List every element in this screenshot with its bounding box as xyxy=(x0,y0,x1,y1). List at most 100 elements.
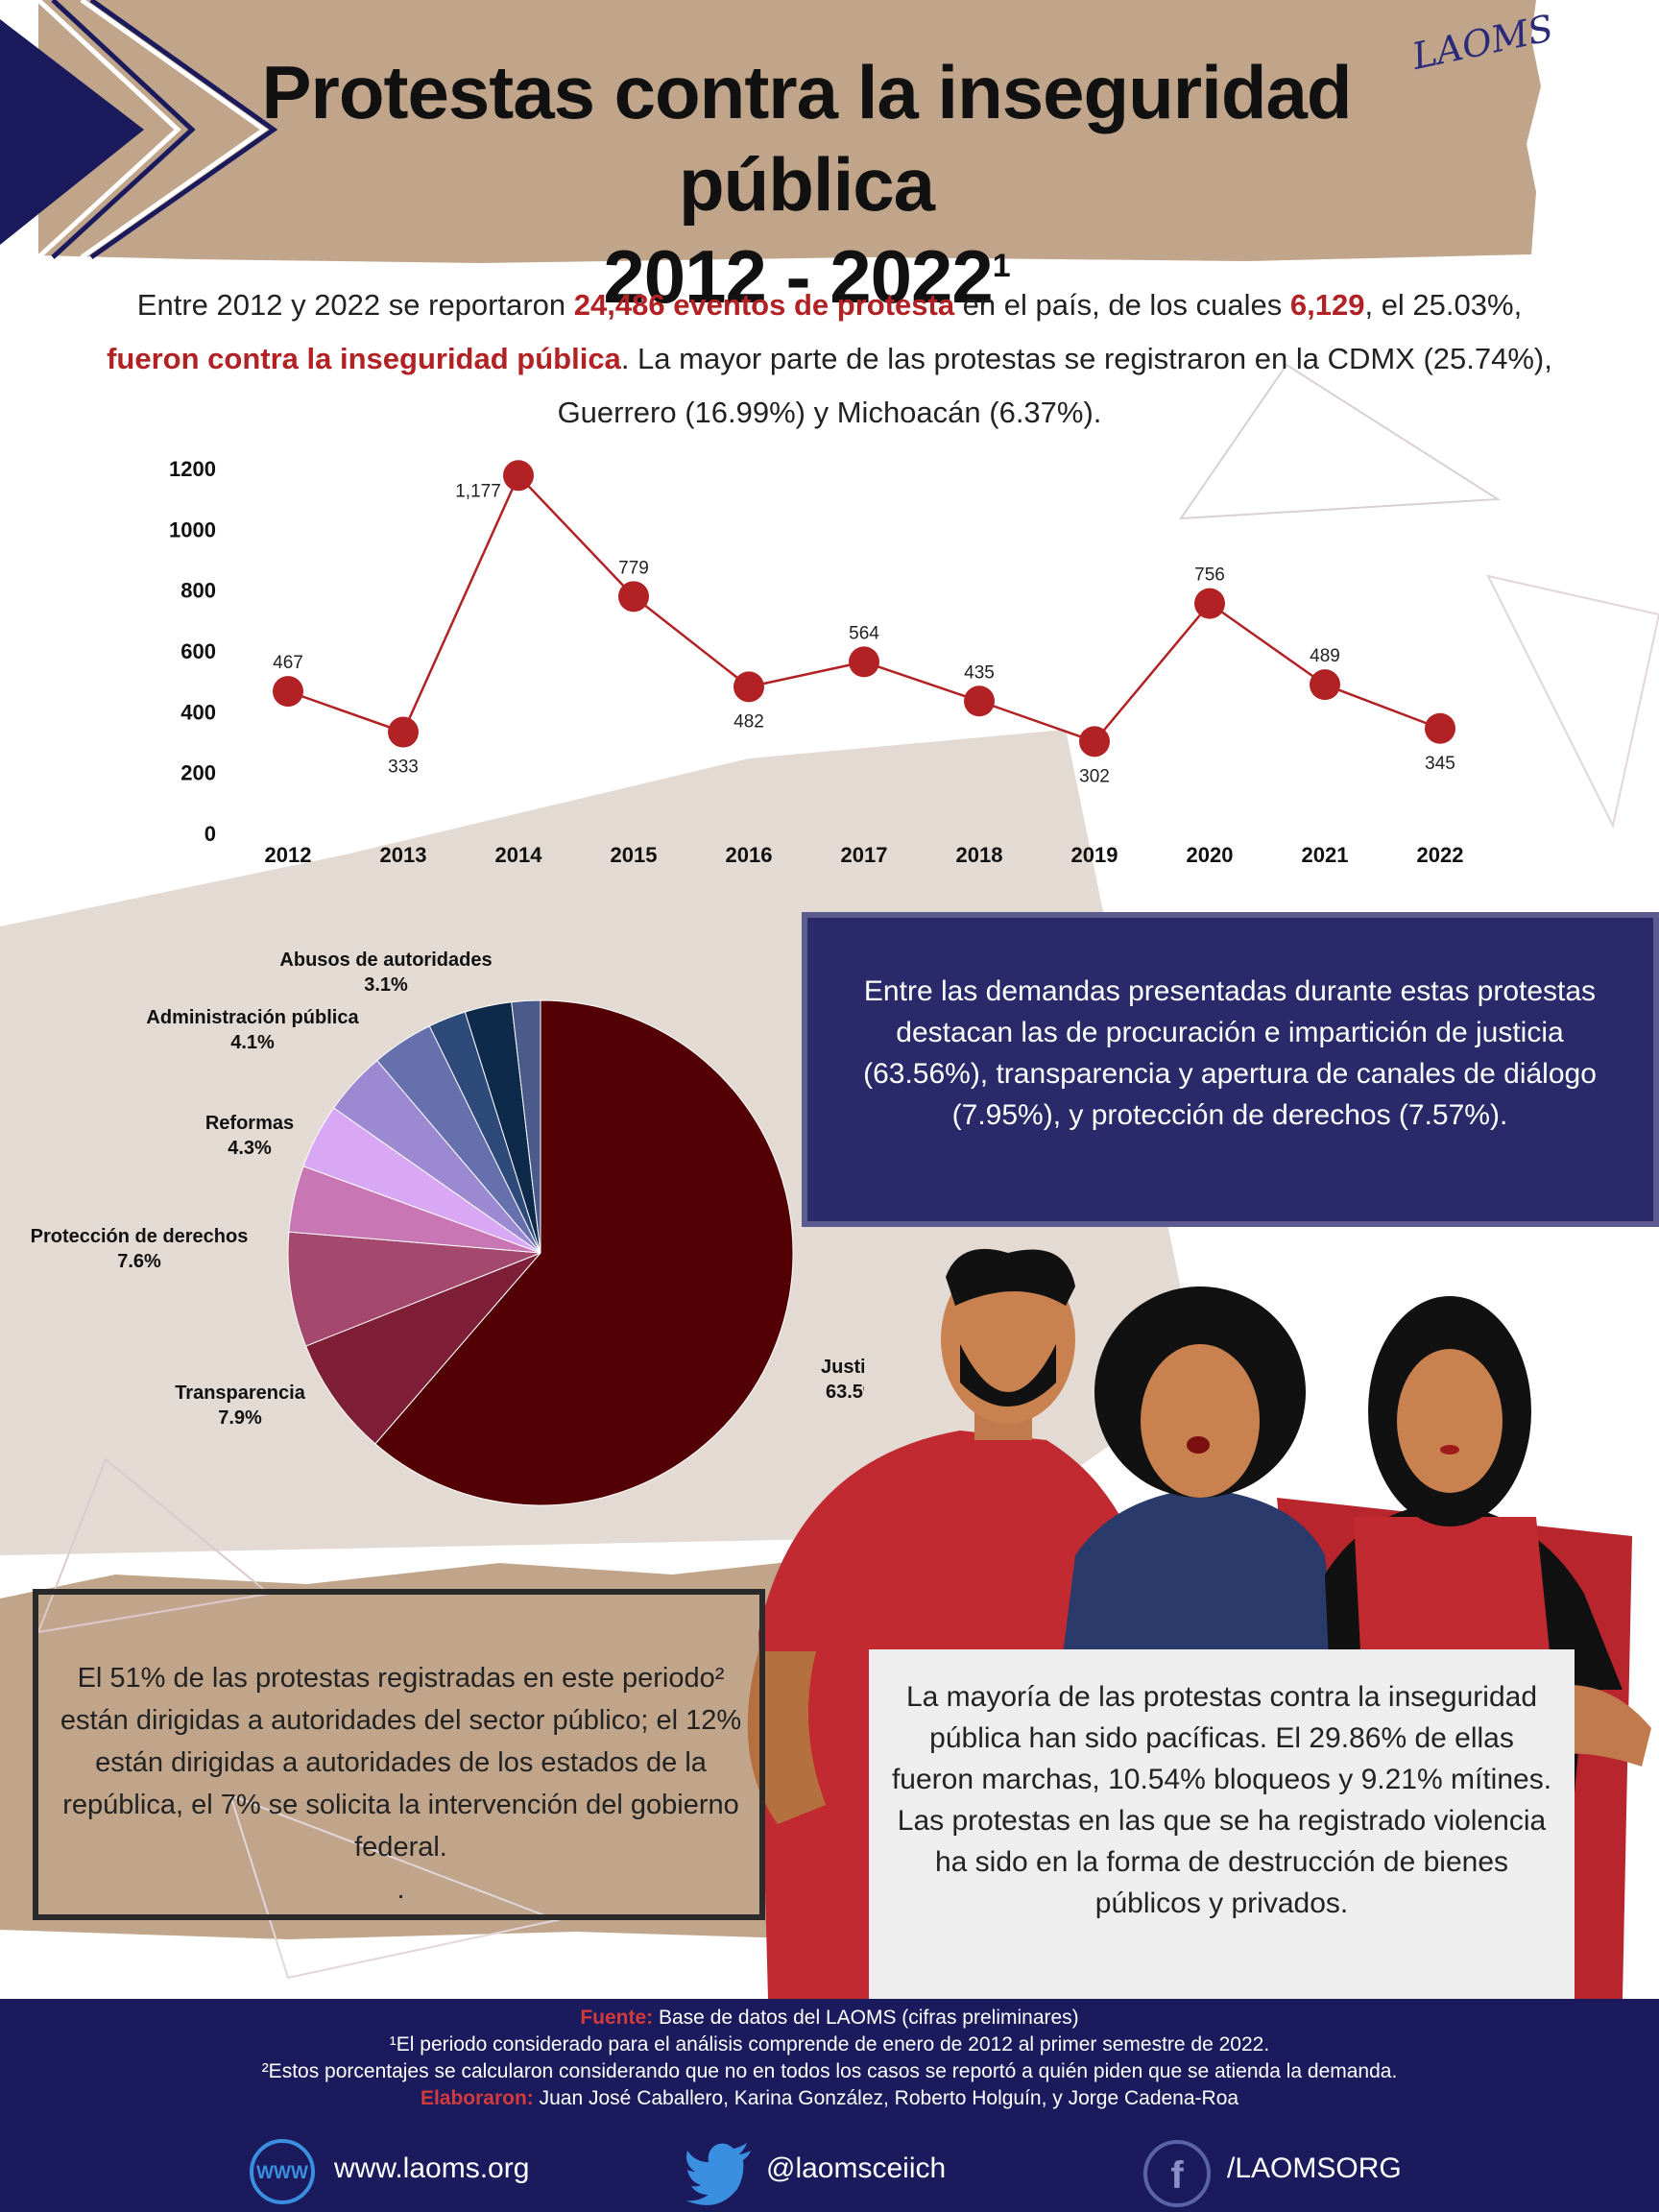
data-point xyxy=(388,716,419,748)
y-tick-label: 200 xyxy=(180,761,216,785)
title-years: 2012 - 2022 xyxy=(603,234,993,319)
data-label: 779 xyxy=(618,558,649,578)
slice-percent: 63.5% xyxy=(826,1382,864,1403)
data-point xyxy=(503,460,534,492)
data-point xyxy=(733,671,764,703)
website-link[interactable]: www.laoms.org xyxy=(334,2152,530,2184)
slice-label: Justicia xyxy=(821,1357,864,1378)
slice-label: Transparencia xyxy=(175,1382,306,1404)
protest-types-box: La mayoría de las protestas contra la in… xyxy=(869,1649,1575,2005)
footer: Fuente: Base de datos del LAOMS (cifras … xyxy=(0,1999,1659,2212)
data-label: 564 xyxy=(849,623,879,643)
torn-paper-top xyxy=(38,0,1541,263)
data-point xyxy=(1425,712,1455,744)
data-label: 489 xyxy=(1310,646,1340,666)
y-tick-label: 1200 xyxy=(169,457,216,481)
x-tick-label: 2020 xyxy=(1187,843,1234,867)
data-point xyxy=(1194,588,1225,619)
x-tick-label: 2019 xyxy=(1071,843,1118,867)
x-tick-label: 2015 xyxy=(611,843,658,867)
intro-paragraph: Entre 2012 y 2022 se reportaron 24,486 e… xyxy=(96,278,1563,440)
y-tick-label: 0 xyxy=(204,822,216,846)
slice-percent: 7.6% xyxy=(117,1251,161,1272)
footer-note-2: ²Estos porcentajes se calcularon conside… xyxy=(261,2060,1398,2082)
twitter-handle[interactable]: @laomsceiich xyxy=(766,2152,947,2184)
source-text: Base de datos del LAOMS (cifras prelimin… xyxy=(653,2007,1079,2029)
footer-source: Fuente: Base de datos del LAOMS (cifras … xyxy=(0,2005,1659,2032)
data-point xyxy=(273,676,303,708)
slice-percent: 3.1% xyxy=(364,974,408,996)
intro-text-4: . La mayor parte de las protestas se reg… xyxy=(557,342,1552,429)
data-label: 333 xyxy=(388,757,419,778)
www-icon[interactable]: WWW xyxy=(248,2137,317,2206)
data-point xyxy=(1310,669,1340,701)
pie-slice xyxy=(287,1231,541,1347)
data-label: 756 xyxy=(1194,565,1225,586)
play-arrows-icon xyxy=(0,19,144,245)
authorities-box: El 51% de las protestas registradas en e… xyxy=(33,1589,765,1920)
facebook-icon-label: f xyxy=(1170,2154,1184,2197)
x-tick-label: 2017 xyxy=(841,843,888,867)
x-tick-label: 2013 xyxy=(380,843,427,867)
slice-label: Administración pública xyxy=(146,1007,359,1028)
x-tick-label: 2014 xyxy=(495,843,543,867)
footer-note-1: ¹El periodo considerado para el análisis… xyxy=(389,2033,1270,2056)
footer-authors: Elaboraron: Juan José Caballero, Karina … xyxy=(0,2085,1659,2112)
x-tick-label: 2022 xyxy=(1417,843,1464,867)
protest-types-line-1: La mayoría de las protestas contra la in… xyxy=(891,1681,1552,1795)
x-tick-label: 2016 xyxy=(726,843,773,867)
facebook-icon[interactable]: f xyxy=(1141,2137,1214,2210)
intro-highlight-insecurity: fueron contra la inseguridad pública xyxy=(107,342,621,375)
pie-slice xyxy=(511,999,541,1254)
y-tick-label: 800 xyxy=(180,579,216,603)
slice-percent: 4.1% xyxy=(230,1032,275,1053)
slice-label: Reformas xyxy=(205,1113,294,1134)
slice-percent: 7.9% xyxy=(218,1407,262,1429)
data-point xyxy=(1079,726,1110,757)
slice-label: Abusos de autoridades xyxy=(279,950,492,971)
demands-text: Entre las demandas presentadas durante e… xyxy=(863,975,1597,1131)
source-label: Fuente: xyxy=(580,2007,654,2029)
data-label: 435 xyxy=(964,662,995,683)
pie-chart: Justicia 63.5% Transparencia 7.9% Protección… xyxy=(31,950,864,1506)
authors-label: Elaboraron: xyxy=(420,2087,534,2109)
title-line-2: 2012 - 20221 xyxy=(182,230,1431,323)
data-label: 345 xyxy=(1425,754,1455,774)
protesters-illustration xyxy=(747,1248,1651,1999)
line-chart: 0 200 400 600 800 1000 1200 2012 2013 2014 2015 201… xyxy=(169,457,1464,867)
data-label: 467 xyxy=(273,653,303,673)
facebook-handle[interactable]: /LAOMSORG xyxy=(1227,2152,1402,2184)
protest-types-text: La mayoría de las protestas contra la in… xyxy=(888,1676,1555,1924)
authorities-dot: . xyxy=(397,1874,405,1905)
data-label: 1,177 xyxy=(455,481,501,501)
page-title: Protestas contra la inseguridad pública … xyxy=(182,46,1431,323)
protest-types-line-2: Las protestas en las que se ha registrad… xyxy=(897,1805,1547,1919)
pie-slice xyxy=(304,1252,541,1445)
data-point xyxy=(964,685,995,717)
authors-text: Juan José Caballero, Karina González, Ro… xyxy=(533,2087,1239,2109)
torn-paper-bottom xyxy=(0,1560,826,1939)
intro-highlight-count: 6,129 xyxy=(1289,288,1365,322)
title-line-1: Protestas contra la inseguridad pública xyxy=(261,50,1352,227)
y-tick-label: 1000 xyxy=(169,517,216,541)
intro-text-2: en el país, de los cuales xyxy=(954,288,1290,322)
intro-highlight-events: 24,486 eventos de protesta xyxy=(573,288,955,322)
demands-box: Entre las demandas presentadas durante e… xyxy=(802,912,1659,1227)
data-label: 482 xyxy=(733,711,764,732)
pie-slice xyxy=(374,999,794,1506)
authorities-text: El 51% de las protestas registradas en e… xyxy=(58,1657,744,1911)
y-tick-label: 400 xyxy=(180,700,216,724)
authorities-body: El 51% de las protestas registradas en e… xyxy=(60,1663,742,1863)
slice-label: Protección de derechos xyxy=(31,1226,249,1247)
intro-text-3: , el 25.03%, xyxy=(1364,288,1523,322)
intro-text-1: Entre 2012 y 2022 se reportaron xyxy=(136,288,574,322)
data-label: 302 xyxy=(1079,766,1110,786)
www-icon-label: WWW xyxy=(256,2163,308,2183)
x-tick-label: 2021 xyxy=(1302,843,1349,867)
y-tick-label: 600 xyxy=(180,639,216,663)
data-point xyxy=(849,646,879,678)
title-footnote-mark: 1 xyxy=(992,248,1011,284)
slice-percent: 4.3% xyxy=(228,1138,272,1159)
twitter-icon[interactable] xyxy=(684,2137,757,2206)
x-tick-label: 2012 xyxy=(265,843,312,867)
